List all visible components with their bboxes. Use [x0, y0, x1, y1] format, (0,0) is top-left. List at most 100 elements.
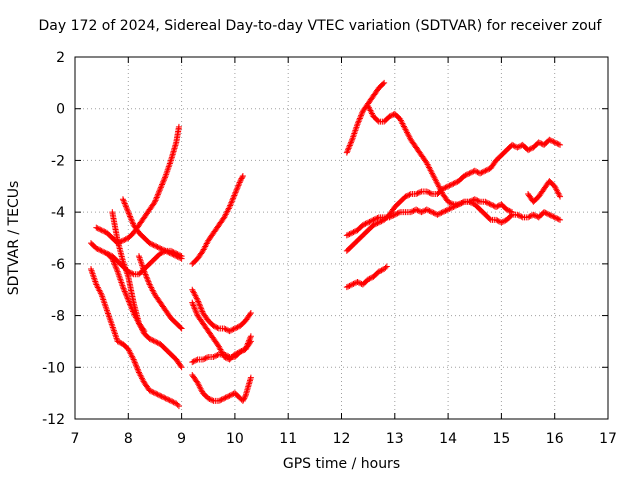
data-point-marker: [91, 275, 98, 282]
data-point-marker: [474, 169, 481, 176]
data-point-marker: [178, 325, 185, 332]
data-point-marker: [350, 132, 357, 139]
chart-title: Day 172 of 2024, Sidereal Day-to-day VTE…: [38, 18, 602, 34]
data-point-marker: [218, 396, 225, 403]
data-point-marker: [234, 183, 241, 190]
data-point-marker: [214, 352, 221, 359]
data-point-marker: [142, 271, 149, 278]
x-tick-label: 14: [439, 431, 457, 447]
data-point-marker: [192, 308, 199, 315]
data-point-marker: [347, 139, 354, 146]
data-point-marker: [175, 123, 182, 130]
data-point-marker: [95, 246, 102, 253]
data-point-marker: [97, 226, 104, 233]
data-point-marker: [517, 213, 524, 220]
data-point-marker: [159, 394, 166, 401]
data-point-marker: [359, 222, 366, 229]
data-point-marker: [94, 225, 101, 232]
data-point-marker: [151, 242, 158, 249]
data-point-marker: [453, 179, 460, 186]
data-point-marker: [105, 310, 112, 317]
x-axis-label: GPS time / hours: [282, 456, 401, 472]
x-tick-label: 7: [71, 431, 80, 447]
data-point-marker: [381, 266, 388, 273]
data-point-marker: [378, 267, 385, 274]
data-point-marker: [393, 211, 400, 218]
series-arc-13: [343, 79, 388, 156]
data-point-marker: [455, 201, 462, 208]
data-point-marker: [466, 170, 473, 177]
data-point-marker: [227, 201, 234, 208]
data-point-marker: [163, 395, 170, 402]
data-point-marker: [117, 339, 124, 346]
data-point-marker: [373, 220, 380, 227]
data-point-marker: [495, 218, 502, 225]
data-point-marker: [247, 309, 254, 316]
data-point-marker: [240, 396, 247, 403]
data-point-marker: [144, 277, 151, 284]
data-point-marker: [445, 206, 452, 213]
data-point-marker: [478, 169, 485, 176]
data-point-marker: [345, 283, 352, 290]
data-point-marker: [136, 254, 143, 261]
data-point-marker: [486, 200, 493, 207]
data-point-marker: [114, 240, 121, 247]
data-point-marker: [144, 275, 151, 282]
data-point-marker: [225, 393, 232, 400]
data-point-marker: [152, 197, 159, 204]
data-point-marker: [209, 397, 216, 404]
data-point-marker: [426, 207, 433, 214]
data-point-marker: [198, 305, 205, 312]
data-point-marker: [173, 250, 180, 257]
data-point-marker: [161, 175, 168, 182]
data-point-marker: [485, 166, 492, 173]
series-arc-17: [343, 263, 390, 291]
data-point-marker: [130, 220, 137, 227]
data-point-marker: [442, 207, 449, 214]
x-tick-label: 13: [386, 431, 404, 447]
data-point-marker: [373, 215, 380, 222]
data-point-marker: [510, 142, 517, 149]
data-point-marker: [490, 202, 497, 209]
data-point-marker: [196, 301, 203, 308]
data-point-marker: [437, 210, 444, 217]
data-point-marker: [443, 183, 450, 190]
data-point-marker: [109, 322, 116, 329]
data-point-marker: [160, 178, 167, 185]
data-point-marker: [233, 324, 240, 331]
data-point-marker: [345, 145, 352, 152]
data-point-marker: [525, 214, 532, 221]
data-point-marker: [553, 214, 560, 221]
data-point-marker: [134, 365, 141, 372]
data-point-marker: [542, 209, 549, 216]
data-point-marker: [196, 302, 203, 309]
data-point-marker: [155, 244, 162, 251]
series-arc-18: [525, 178, 564, 205]
data-point-marker: [447, 205, 454, 212]
data-point-marker: [386, 214, 393, 221]
data-point-marker: [93, 224, 100, 231]
data-point-marker: [551, 214, 558, 221]
data-point-marker: [247, 374, 254, 381]
data-point-marker: [117, 238, 124, 245]
data-point-marker: [234, 185, 241, 192]
data-point-marker: [449, 181, 456, 188]
data-point-marker: [103, 250, 110, 257]
data-point-marker: [123, 204, 130, 211]
data-point-marker: [246, 336, 253, 343]
data-point-marker: [413, 206, 420, 213]
data-point-marker: [166, 160, 173, 167]
data-point-marker: [227, 392, 234, 399]
data-point-marker: [150, 337, 157, 344]
data-point-marker: [367, 218, 374, 225]
data-point-marker: [481, 168, 488, 175]
data-point-marker: [415, 207, 422, 214]
data-point-marker: [127, 269, 134, 276]
data-point-marker: [423, 206, 430, 213]
data-point-marker: [155, 190, 162, 197]
data-point-marker: [150, 389, 157, 396]
data-point-marker: [107, 318, 114, 325]
data-point-marker: [133, 363, 140, 370]
data-point-marker: [430, 209, 437, 216]
data-point-marker: [485, 200, 492, 207]
